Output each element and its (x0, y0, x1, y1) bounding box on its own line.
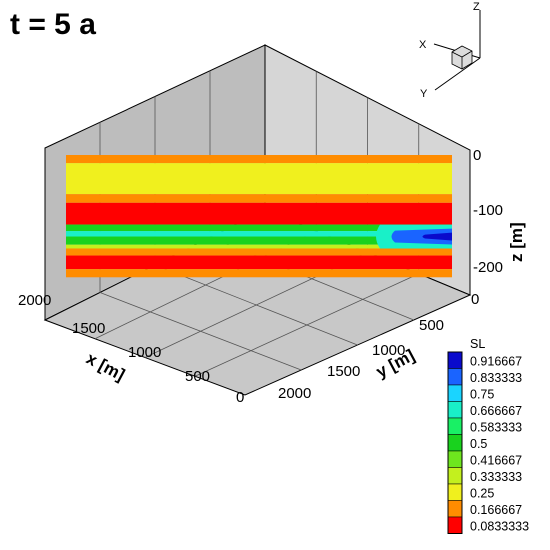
contour-layer-8 (66, 248, 452, 256)
z-tick-label: -200 (473, 259, 503, 276)
y-tick-label: 2000 (278, 385, 311, 402)
contour-layer-3 (66, 202, 452, 225)
colorbar-swatch (447, 401, 463, 419)
x-tick-label: 2000 (18, 292, 51, 309)
colorbar-level-label: 0.416667 (470, 454, 522, 468)
colorbar-legend: SL 0.916667 0.833333 0.75 0.666667 0.583333 0… (447, 337, 529, 534)
colorbar-swatch (447, 467, 463, 485)
contour-layer-6 (66, 236, 452, 245)
contour-layer-10 (66, 269, 452, 278)
orientation-axes-icon: Z X Y (419, 1, 481, 100)
colorbar-level-label: 0.833333 (470, 371, 522, 385)
colorbar-level-label: 0.75 (470, 388, 494, 402)
x-tick-label: 1000 (128, 344, 161, 361)
colorbar-swatch (447, 351, 463, 369)
contour-layer-4 (66, 224, 452, 232)
x-tick-label: 500 (185, 368, 210, 385)
contour-layer-7 (66, 244, 452, 249)
z-tick-label: 0 (473, 147, 481, 164)
x-tick-label: 1500 (72, 320, 105, 337)
colorbar-title: SL (470, 337, 485, 351)
colorbar-swatch (447, 434, 463, 452)
contour-layer-2 (66, 194, 452, 203)
colorbar-swatch (447, 368, 463, 386)
colorbar-swatch (447, 500, 463, 518)
z-tick-label: -100 (473, 202, 503, 219)
colorbar-level-label: 0.0833333 (470, 520, 529, 534)
y-tick-label: 1000 (372, 342, 405, 359)
z-axis-label: z [m] (507, 222, 526, 262)
orient-x-label: X (419, 39, 427, 51)
contour-layer-9 (66, 255, 452, 270)
orient-z-label: Z (473, 1, 480, 13)
orient-y-label: Y (420, 88, 428, 100)
colorbar-level-label: 0.333333 (470, 470, 522, 484)
colorbar-level-label: 0.583333 (470, 421, 522, 435)
y-tick-label: 0 (471, 291, 479, 308)
colorbar-level-label: 0.166667 (470, 503, 522, 517)
colorbar-swatch (447, 450, 463, 468)
colorbar-level-label: 0.666667 (470, 404, 522, 418)
y-tick-label: 500 (419, 317, 444, 334)
plume-region-core (422, 232, 452, 241)
contour-layer-1 (66, 163, 452, 195)
colorbar-swatch (447, 516, 463, 534)
grid-line (194, 273, 419, 377)
contour-slice (66, 155, 452, 278)
chart-title: t = 5 a (10, 8, 96, 41)
contour-layer-0 (66, 155, 452, 164)
colorbar-swatch (447, 483, 463, 501)
colorbar-level-label: 0.25 (470, 487, 494, 501)
plume-region-mid (391, 228, 452, 245)
colorbar-level-label: 0.916667 (470, 355, 522, 369)
contour-layer-5 (66, 231, 452, 237)
colorbar-swatch (447, 417, 463, 435)
x-tick-label: 0 (236, 389, 244, 406)
y-tick-label: 1500 (327, 363, 360, 380)
x-axis-label: x [m] (83, 349, 128, 385)
colorbar-level-label: 0.5 (470, 437, 487, 451)
colorbar-swatch (447, 384, 463, 402)
colorbar-frame (447, 351, 463, 534)
axis-ticks: 2000 1500 1000 500 0 0 500 1000 1500 2000 0 -100 -20… (18, 147, 503, 406)
